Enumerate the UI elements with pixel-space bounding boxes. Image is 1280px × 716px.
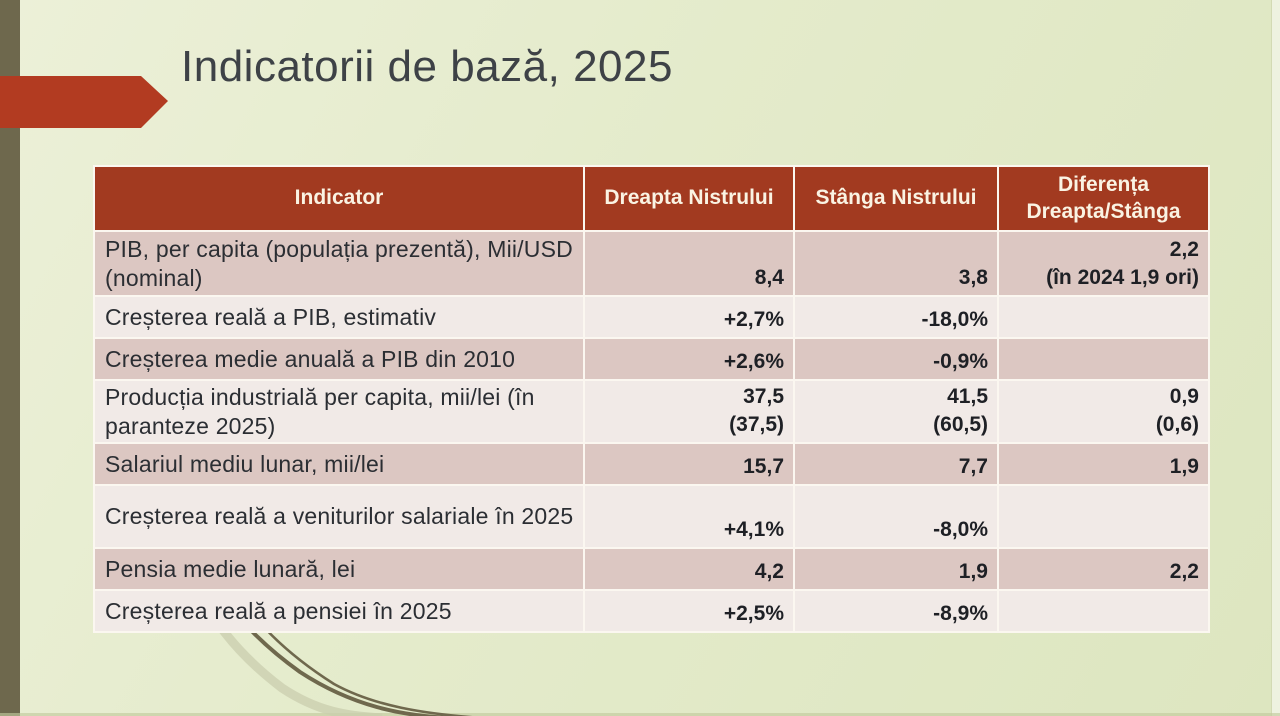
value-stanga: 3,8 (793, 230, 999, 297)
indicator-label: Salariul mediu lunar, mii/lei (93, 442, 585, 486)
value-diferenta: 2,2 (997, 547, 1210, 591)
value-dreapta: +2,7% (583, 295, 795, 339)
table-row: Creșterea reală a veniturilor salariale … (93, 484, 1210, 549)
value-stanga: -8,9% (793, 589, 999, 633)
indicator-label: Creșterea medie anuală a PIB din 2010 (93, 337, 585, 381)
table-row: Creșterea medie anuală a PIB din 2010 +2… (93, 337, 1210, 381)
value-diferenta (997, 589, 1210, 633)
left-accent-bar (0, 0, 20, 716)
value-diferenta: 2,2 (în 2024 1,9 ori) (997, 230, 1210, 297)
table-row: Creșterea reală a pensiei în 2025 +2,5% … (93, 589, 1210, 633)
value-stanga: 7,7 (793, 442, 999, 486)
value-stanga: -0,9% (793, 337, 999, 381)
value-dreapta: 15,7 (583, 442, 795, 486)
indicator-label: Producția industrială per capita, mii/le… (93, 379, 585, 444)
indicator-label: Creșterea reală a veniturilor salariale … (93, 484, 585, 549)
value-stanga: -18,0% (793, 295, 999, 339)
header-cell-dreapta-nistrului: Dreapta Nistrului (583, 165, 795, 232)
value-diferenta (997, 484, 1210, 549)
header-cell-diferenta: Diferența Dreapta/Stânga (997, 165, 1210, 232)
value-dreapta: 4,2 (583, 547, 795, 591)
table-row: Producția industrială per capita, mii/le… (93, 379, 1210, 444)
value-dreapta: 37,5 (37,5) (583, 379, 795, 444)
bottom-edge-line (0, 713, 1280, 716)
title-arrow-accent (0, 76, 168, 128)
header-cell-stanga-nistrului: Stânga Nistrului (793, 165, 999, 232)
value-diferenta: 0,9 (0,6) (997, 379, 1210, 444)
value-stanga: -8,0% (793, 484, 999, 549)
indicators-table: Indicator Dreapta Nistrului Stânga Nistr… (93, 165, 1210, 633)
page-title: Indicatorii de bază, 2025 (181, 42, 673, 91)
value-diferenta (997, 337, 1210, 381)
table-row: Creșterea reală a PIB, estimativ +2,7% -… (93, 295, 1210, 339)
value-stanga: 1,9 (793, 547, 999, 591)
value-dreapta: +4,1% (583, 484, 795, 549)
value-dreapta: +2,6% (583, 337, 795, 381)
indicator-label: PIB, per capita (populația prezentă), Mi… (93, 230, 585, 297)
value-diferenta: 1,9 (997, 442, 1210, 486)
indicator-label: Creșterea reală a PIB, estimativ (93, 295, 585, 339)
value-dreapta: 8,4 (583, 230, 795, 297)
indicator-label: Pensia medie lunară, lei (93, 547, 585, 591)
header-cell-indicator: Indicator (93, 165, 585, 232)
indicator-label: Creșterea reală a pensiei în 2025 (93, 589, 585, 633)
table-row: Salariul mediu lunar, mii/lei 15,7 7,7 1… (93, 442, 1210, 486)
value-stanga: 41,5 (60,5) (793, 379, 999, 444)
table-header-row: Indicator Dreapta Nistrului Stânga Nistr… (93, 165, 1210, 232)
table-row: Pensia medie lunară, lei 4,2 1,9 2,2 (93, 547, 1210, 591)
right-edge-strip (1271, 0, 1280, 716)
value-diferenta (997, 295, 1210, 339)
value-dreapta: +2,5% (583, 589, 795, 633)
table-row: PIB, per capita (populația prezentă), Mi… (93, 230, 1210, 297)
